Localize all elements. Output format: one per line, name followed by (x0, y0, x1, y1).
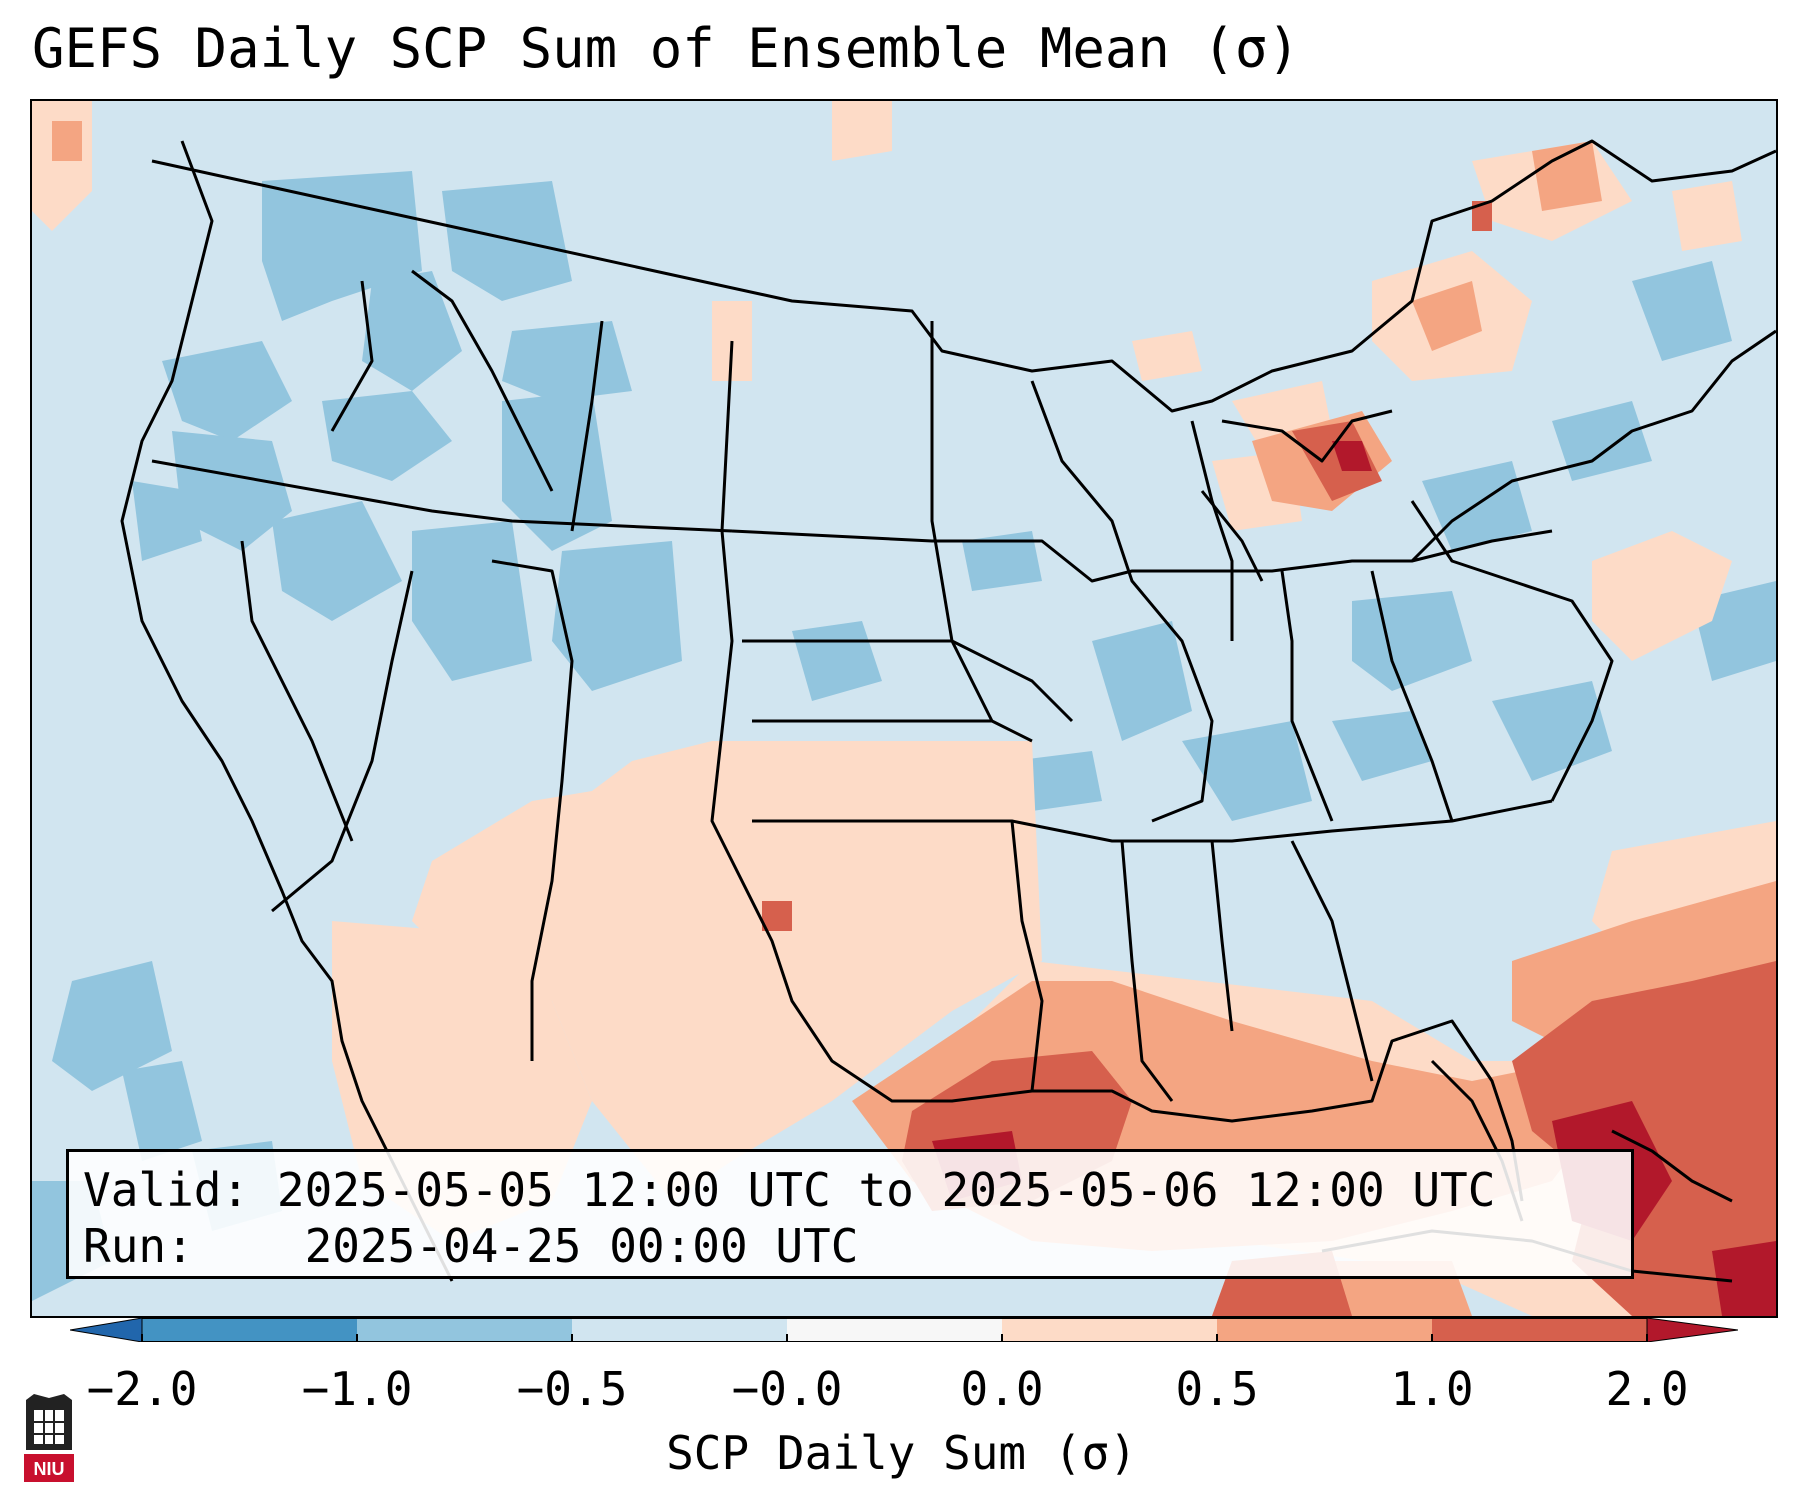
negative-anomaly-patches (32, 171, 1776, 1301)
colorbar-tick-label: 2.0 (1605, 1362, 1689, 1416)
validity-info-box: Valid: 2025-05-05 12:00 UTC to 2025-05-0… (66, 1149, 1634, 1279)
niu-logo: NIU (24, 1394, 74, 1482)
valid-label: Valid: (83, 1163, 250, 1217)
colorbar-tick-label: −2.0 (86, 1362, 198, 1416)
colorbar-extend-high (1646, 1318, 1738, 1342)
colorbar (70, 1318, 1738, 1342)
colorbar-tick-label: −0.0 (731, 1362, 843, 1416)
colorbar-bin (1002, 1318, 1217, 1342)
colorbar-tick-label: 1.0 (1390, 1362, 1474, 1416)
colorbar-tick-label: 0.5 (1175, 1362, 1259, 1416)
logo-text: NIU (34, 1459, 65, 1479)
colorbar-bin (357, 1318, 572, 1342)
run-line: Run: 2025-04-25 00:00 UTC (83, 1218, 1617, 1274)
map-panel (30, 99, 1778, 1318)
colorbar-bin (142, 1318, 357, 1342)
colorbar-label: SCP Daily Sum (σ) (666, 1426, 1137, 1480)
colorbar-bin (787, 1318, 1002, 1342)
colorbar-bin (572, 1318, 787, 1342)
run-label: Run: (83, 1219, 194, 1273)
run-value: 2025-04-25 00:00 UTC (304, 1219, 859, 1273)
valid-line: Valid: 2025-05-05 12:00 UTC to 2025-05-0… (83, 1162, 1617, 1218)
valid-value: 2025-05-05 12:00 UTC to 2025-05-06 12:00… (276, 1163, 1496, 1217)
colorbar-tick-label: 0.0 (960, 1362, 1044, 1416)
colorbar-tick-label: −0.5 (516, 1362, 628, 1416)
scp-anomaly-map (32, 101, 1776, 1316)
map-title: GEFS Daily SCP Sum of Ensemble Mean (σ) (32, 17, 1300, 80)
colorbar-bin (1432, 1318, 1647, 1342)
colorbar-tick-label: −1.0 (301, 1362, 413, 1416)
colorbar-outline (141, 1318, 1648, 1342)
colorbar-bin (1217, 1318, 1432, 1342)
colorbar-extend-low (70, 1318, 143, 1342)
